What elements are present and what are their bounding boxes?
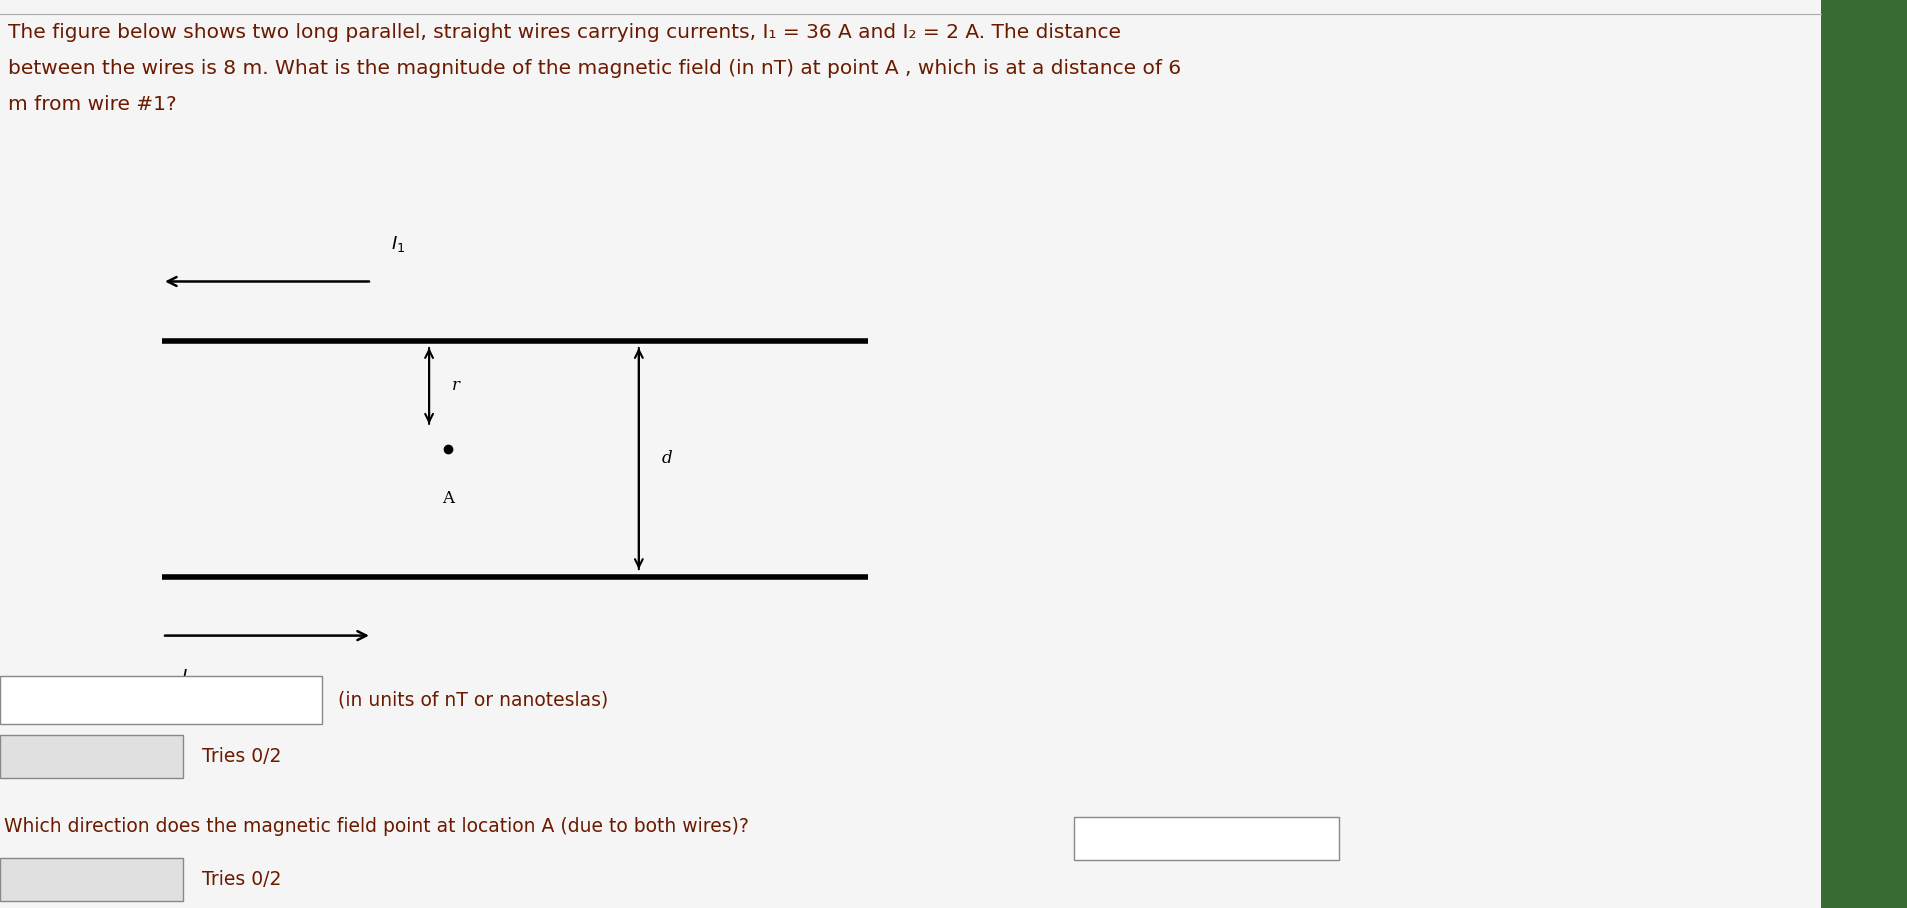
Text: between the wires is 8 m. What is the magnitude of the magnetic field (in nT) at: between the wires is 8 m. What is the ma… (8, 59, 1180, 78)
Text: ⌄: ⌄ (1306, 831, 1320, 846)
Text: $I_2$: $I_2$ (181, 667, 195, 687)
Text: A: A (442, 490, 454, 508)
FancyBboxPatch shape (0, 676, 322, 724)
FancyBboxPatch shape (0, 735, 183, 778)
Text: m from wire #1?: m from wire #1? (8, 95, 175, 114)
Text: Which direction does the magnetic field point at location A (due to both wires)?: Which direction does the magnetic field … (4, 817, 749, 836)
FancyBboxPatch shape (1074, 817, 1339, 860)
Bar (1821, 0, 1907, 908)
FancyBboxPatch shape (0, 858, 183, 901)
Text: The figure below shows two long parallel, straight wires carrying currents, I₁ =: The figure below shows two long parallel… (8, 23, 1121, 42)
Text: d: d (662, 450, 673, 467)
Text: Tries 0/2: Tries 0/2 (202, 747, 282, 766)
Text: (in units of nT or nanoteslas): (in units of nT or nanoteslas) (338, 691, 608, 709)
Text: Tries 0/2: Tries 0/2 (202, 870, 282, 889)
Text: $I_1$: $I_1$ (391, 234, 404, 254)
Text: Submit Answer: Submit Answer (29, 871, 154, 888)
Text: r: r (452, 378, 460, 394)
Text: Submit Answer: Submit Answer (29, 748, 154, 765)
